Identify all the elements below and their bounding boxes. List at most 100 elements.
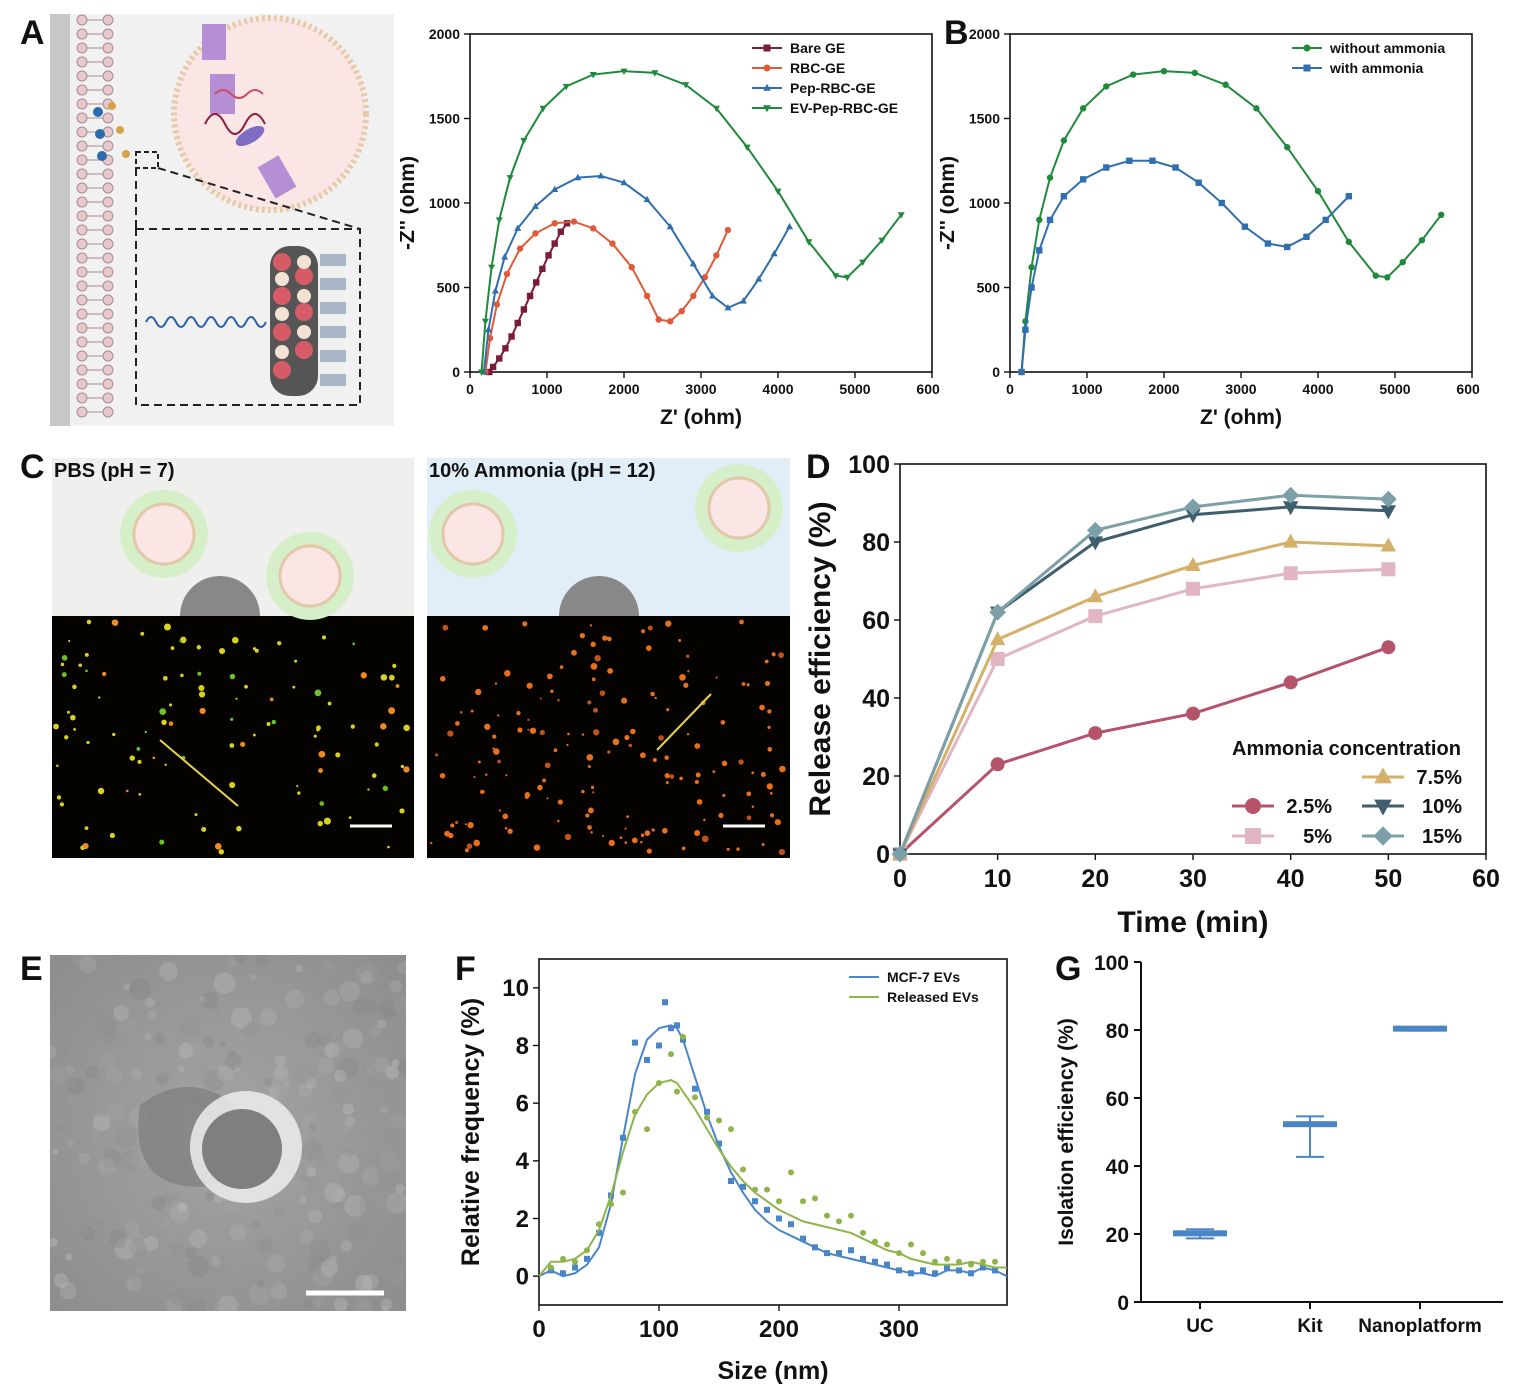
lipid-head bbox=[76, 266, 88, 278]
legend-marker bbox=[1373, 826, 1393, 846]
data-point bbox=[1380, 505, 1397, 520]
y-axis-title: Release efficiency (%) bbox=[804, 501, 837, 816]
y-tick-label: 500 bbox=[437, 279, 461, 295]
mean-bar bbox=[1283, 1121, 1337, 1128]
fluorescent-spot bbox=[294, 659, 298, 663]
fluorescent-spot bbox=[746, 815, 752, 821]
fluorescent-spot bbox=[240, 741, 246, 747]
data-point bbox=[944, 1264, 950, 1271]
texture-grain bbox=[273, 1206, 285, 1217]
data-point bbox=[620, 1189, 626, 1196]
texture-grain bbox=[97, 1050, 118, 1071]
data-point bbox=[570, 218, 578, 225]
texture-grain bbox=[92, 1113, 111, 1132]
data-point bbox=[572, 1264, 578, 1271]
data-point bbox=[860, 1229, 866, 1236]
fluorescent-spot bbox=[374, 742, 379, 747]
data-point bbox=[1418, 236, 1426, 244]
fluorescent-spot bbox=[624, 841, 628, 844]
texture-grain bbox=[246, 1212, 256, 1222]
lipid-head bbox=[76, 42, 88, 54]
data-point bbox=[514, 319, 521, 327]
lipid-head bbox=[76, 392, 88, 404]
category-label: Nanoplatform bbox=[1358, 1316, 1482, 1337]
data-point bbox=[788, 1169, 794, 1176]
data-point bbox=[1264, 240, 1272, 247]
fluorescent-spot bbox=[455, 820, 459, 825]
texture-grain bbox=[203, 1069, 225, 1091]
data-point bbox=[1283, 675, 1298, 690]
fluorescent-spot bbox=[557, 819, 560, 823]
fluorescent-spot bbox=[522, 621, 528, 627]
y-axis-title: -Z'' (ohm) bbox=[400, 156, 419, 250]
y-tick-label: 100 bbox=[1094, 952, 1129, 975]
data-point bbox=[1222, 81, 1229, 88]
fluorescent-spot bbox=[388, 707, 396, 715]
y-axis-title: Relative frequency (%) bbox=[457, 998, 485, 1266]
texture-grain bbox=[299, 1175, 307, 1182]
data-point bbox=[764, 1186, 770, 1193]
texture-grain bbox=[308, 956, 318, 967]
lipid-head bbox=[76, 336, 88, 348]
fluorescent-spot bbox=[567, 732, 570, 736]
x-tick-label: 4000 bbox=[762, 381, 793, 397]
data-point bbox=[643, 292, 651, 300]
data-point bbox=[655, 316, 662, 323]
data-point bbox=[1036, 216, 1043, 224]
data-point bbox=[1149, 157, 1156, 164]
texture-grain bbox=[306, 1167, 317, 1177]
y-tick-label: 1000 bbox=[969, 195, 1000, 211]
texture-grain bbox=[302, 1140, 323, 1161]
texture-grain bbox=[67, 1095, 75, 1103]
lipid-head bbox=[76, 378, 88, 390]
fluorescent-spot bbox=[236, 825, 242, 832]
legend-label: without ammonia bbox=[1329, 40, 1445, 56]
fluorescent-spot bbox=[61, 672, 67, 678]
fluorescent-spot bbox=[484, 773, 488, 777]
texture-grain bbox=[318, 1157, 328, 1168]
texture-grain bbox=[114, 1126, 137, 1148]
pbs-condition-panel: PBS (pH = 7) bbox=[52, 458, 414, 858]
y-tick-label: 0 bbox=[516, 1264, 529, 1291]
fluorescent-spot bbox=[626, 815, 629, 818]
fluorescent-spot bbox=[163, 623, 171, 631]
texture-grain bbox=[50, 955, 57, 962]
fluorescent-spot bbox=[170, 646, 175, 650]
fluorescent-spot bbox=[464, 848, 469, 853]
data-point bbox=[1018, 368, 1025, 376]
texture-grain bbox=[219, 1041, 227, 1048]
protein-stack bbox=[270, 246, 346, 396]
texture-grain bbox=[344, 1116, 356, 1127]
texture-grain bbox=[58, 1273, 69, 1284]
data-point bbox=[1130, 71, 1137, 78]
texture-grain bbox=[58, 1268, 77, 1286]
x-tick-label: 4000 bbox=[1302, 381, 1333, 397]
data-point bbox=[709, 292, 717, 299]
x-tick-label: 5000 bbox=[839, 381, 870, 397]
lipid-head bbox=[102, 224, 114, 236]
lipid-head bbox=[102, 308, 114, 320]
fluorescent-spot bbox=[169, 703, 173, 707]
texture-grain bbox=[159, 961, 178, 981]
data-point bbox=[1284, 243, 1291, 251]
fluorescent-spot bbox=[517, 727, 523, 733]
fluorescent-spot bbox=[244, 684, 248, 689]
texture-grain bbox=[79, 956, 97, 974]
data-point bbox=[1241, 223, 1249, 230]
ammonia-schematic-and-micrograph bbox=[427, 458, 790, 858]
data-point bbox=[1186, 706, 1200, 721]
texture-grain bbox=[102, 1149, 122, 1169]
fluorescent-spot bbox=[473, 839, 481, 847]
fluorescent-spot bbox=[382, 785, 388, 791]
fluorescent-spot bbox=[769, 791, 773, 795]
data-point bbox=[704, 1114, 710, 1121]
fluorescent-spot bbox=[662, 827, 668, 834]
texture-grain bbox=[365, 1065, 375, 1075]
texture-grain bbox=[340, 1240, 352, 1252]
data-point bbox=[788, 1221, 794, 1228]
texture-grain bbox=[330, 1255, 338, 1263]
texture-grain bbox=[363, 1072, 384, 1093]
texture-grain bbox=[205, 992, 219, 1006]
data-point bbox=[1087, 588, 1104, 603]
y-tick-label: 40 bbox=[1106, 1156, 1129, 1179]
